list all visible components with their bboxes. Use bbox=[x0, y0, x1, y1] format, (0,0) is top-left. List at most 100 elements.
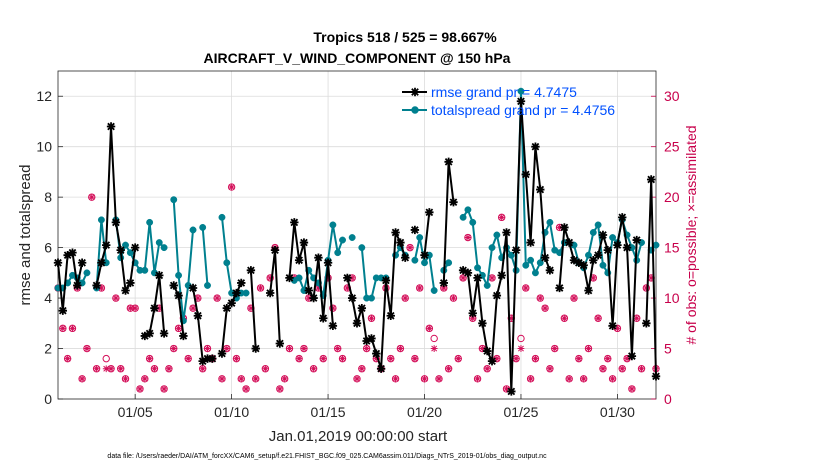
spread-point bbox=[599, 261, 607, 269]
obs-assimilated-marker bbox=[585, 345, 592, 352]
y-tick-label: 6 bbox=[44, 240, 52, 256]
obs-assimilated-marker bbox=[618, 365, 626, 373]
rmse-point bbox=[304, 286, 313, 295]
spread-point bbox=[536, 259, 544, 267]
obs-assimilated-marker bbox=[276, 385, 284, 393]
obs-assimilated-marker bbox=[175, 324, 182, 332]
spread-point bbox=[464, 206, 472, 214]
rmse-point bbox=[439, 278, 449, 288]
obs-assimilated-marker bbox=[204, 345, 211, 352]
y-right-tick-label: 15 bbox=[664, 240, 680, 256]
obs-assimilated-marker bbox=[189, 304, 197, 312]
rmse-point bbox=[545, 266, 555, 275]
rmse-point bbox=[598, 230, 608, 240]
x-tick-label: 01/25 bbox=[503, 404, 538, 420]
rmse-point bbox=[270, 245, 280, 255]
obs-assimilated-marker bbox=[464, 234, 472, 241]
obs-assimilated-marker bbox=[507, 314, 515, 322]
spread-point bbox=[585, 251, 592, 259]
obs-assimilated-marker bbox=[88, 193, 96, 201]
obs-assimilated-marker bbox=[165, 365, 173, 373]
rmse-point bbox=[492, 291, 502, 300]
obs-assimilated-marker bbox=[59, 324, 67, 332]
rmse-point bbox=[468, 309, 477, 318]
rmse-point bbox=[217, 349, 227, 358]
rmse-point bbox=[309, 293, 318, 303]
spread-point bbox=[411, 256, 419, 264]
obs-assimilated-marker bbox=[401, 294, 409, 302]
obs-assimilated-marker bbox=[329, 304, 337, 312]
obs-assimilated-marker bbox=[126, 304, 134, 312]
rmse-point bbox=[569, 256, 579, 265]
rmse-point bbox=[58, 306, 68, 315]
rmse-point bbox=[140, 331, 150, 341]
rmse-point bbox=[651, 372, 661, 381]
obs-assimilated-marker bbox=[570, 294, 578, 302]
obs-assimilated-marker bbox=[512, 355, 520, 363]
legend: rmse grand pr = 4.7475 totalspread grand… bbox=[402, 84, 615, 118]
obs-assimilated-marker bbox=[459, 274, 467, 282]
rmse-point bbox=[622, 243, 632, 252]
obs-possible-marker bbox=[430, 334, 438, 343]
obs-assimilated-marker bbox=[261, 365, 269, 373]
obs-assimilated-marker bbox=[151, 365, 158, 373]
obs-assimilated-marker bbox=[556, 224, 563, 231]
spread-point bbox=[469, 218, 477, 226]
rmse-point bbox=[159, 329, 169, 338]
rmse-point bbox=[516, 97, 526, 106]
x-tick-label: 01/15 bbox=[311, 404, 346, 420]
obs-assimilated-marker bbox=[237, 375, 245, 383]
spread-point bbox=[334, 249, 342, 257]
obs-assimilated-marker bbox=[213, 294, 221, 302]
rmse-point bbox=[251, 344, 260, 353]
footnote: data file: /Users/raeder/DAI/ATM_forcXX/… bbox=[107, 453, 547, 460]
obs-assimilated-marker bbox=[589, 274, 597, 282]
x-tick-label: 01/20 bbox=[407, 404, 442, 420]
obs-assimilated-marker bbox=[107, 365, 115, 373]
obs-assimilated-marker bbox=[546, 365, 554, 373]
obs-assimilated-marker bbox=[358, 365, 366, 373]
obs-possible-marker bbox=[102, 354, 110, 363]
rmse-point bbox=[372, 349, 381, 358]
obs-assimilated-marker bbox=[392, 375, 399, 383]
obs-assimilated-marker bbox=[580, 375, 588, 383]
obs-assimilated-marker bbox=[343, 284, 351, 292]
rmse-point bbox=[126, 278, 135, 288]
obs-assimilated-marker bbox=[425, 324, 433, 332]
legend-rmse-label: rmse grand pr = 4.7475 bbox=[431, 84, 577, 100]
obs-assimilated-marker bbox=[83, 345, 91, 352]
obs-assimilated-marker bbox=[421, 375, 428, 383]
rmse-point bbox=[531, 142, 540, 151]
x-tick-label: 01/30 bbox=[600, 404, 635, 420]
obs-assimilated-marker bbox=[642, 284, 650, 292]
obs-assimilated-marker bbox=[184, 355, 192, 363]
rmse-point bbox=[646, 175, 656, 184]
rmse-point bbox=[150, 303, 159, 313]
rmse-point bbox=[593, 250, 603, 260]
spread-point bbox=[83, 269, 91, 277]
obs-assimilated-marker bbox=[310, 365, 317, 373]
spread-point bbox=[522, 261, 530, 269]
rmse-point bbox=[193, 311, 203, 320]
rmse-point bbox=[449, 198, 458, 207]
rmse-point bbox=[463, 268, 473, 278]
rmse-point bbox=[155, 271, 164, 280]
obs-assimilated-marker bbox=[353, 375, 361, 383]
obs-assimilated-marker bbox=[146, 355, 154, 363]
spread-point bbox=[421, 259, 428, 267]
y-tick-label: 8 bbox=[44, 189, 52, 205]
rmse-point bbox=[401, 253, 410, 262]
obs-assimilated-marker bbox=[551, 345, 559, 352]
rmse-point bbox=[299, 238, 309, 247]
rmse-point bbox=[232, 288, 241, 298]
rmse-point bbox=[497, 271, 506, 280]
obs-assimilated-marker bbox=[305, 294, 313, 302]
spread-point bbox=[122, 241, 129, 249]
obs-assimilated-marker bbox=[98, 284, 105, 292]
obs-assimilated-marker bbox=[633, 314, 641, 322]
obs-assimilated-marker bbox=[122, 375, 129, 383]
rmse-point bbox=[343, 273, 352, 283]
obs-assimilated-marker bbox=[387, 355, 395, 363]
obs-assimilated-marker bbox=[503, 385, 510, 393]
rmse-point bbox=[502, 228, 511, 237]
